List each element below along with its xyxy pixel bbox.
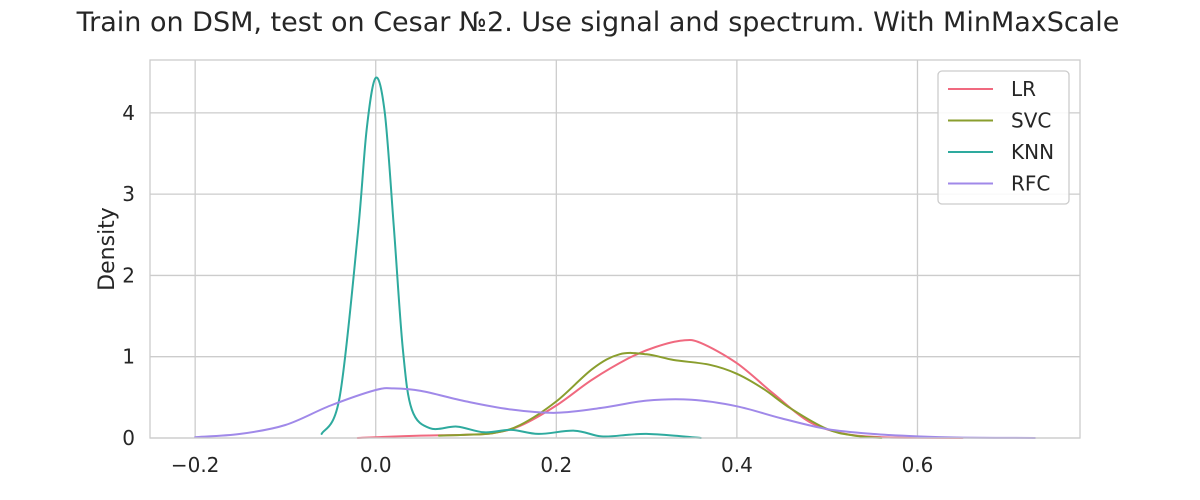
- y-tick-label: 2: [122, 263, 135, 287]
- x-tick-label: 0.6: [902, 453, 934, 477]
- series-line-knn: [320, 76, 702, 439]
- y-tick-label: 4: [122, 101, 135, 125]
- series-lines: [194, 76, 1036, 439]
- legend-label-knn: KNN: [1011, 140, 1054, 164]
- series-line-rfc: [194, 387, 1036, 439]
- series-line-lr: [356, 338, 964, 439]
- plot-area-frame: [149, 59, 1081, 439]
- y-tick-label: 0: [122, 426, 135, 450]
- x-tick-label: 0.4: [721, 453, 753, 477]
- y-tick-label: 3: [122, 182, 135, 206]
- y-axis-label: Density: [95, 207, 120, 291]
- x-tick-label: 0.2: [540, 453, 572, 477]
- legend-label-svc: SVC: [1011, 109, 1051, 133]
- legend: LR SVC KNN RFC: [937, 70, 1070, 205]
- y-tick-label: 1: [122, 345, 135, 369]
- x-tick-label: 0.0: [360, 453, 392, 477]
- chart-title: Train on DSM, test on Cesar №2. Use sign…: [76, 7, 1120, 38]
- x-tick-label: −0.2: [171, 453, 220, 477]
- legend-label-rfc: RFC: [1011, 172, 1050, 196]
- legend-label-lr: LR: [1011, 77, 1036, 101]
- axis-ticks: −0.2 0.0 0.2 0.4 0.6 0 1 2 3 4: [122, 101, 933, 477]
- legend-box: [937, 70, 1070, 205]
